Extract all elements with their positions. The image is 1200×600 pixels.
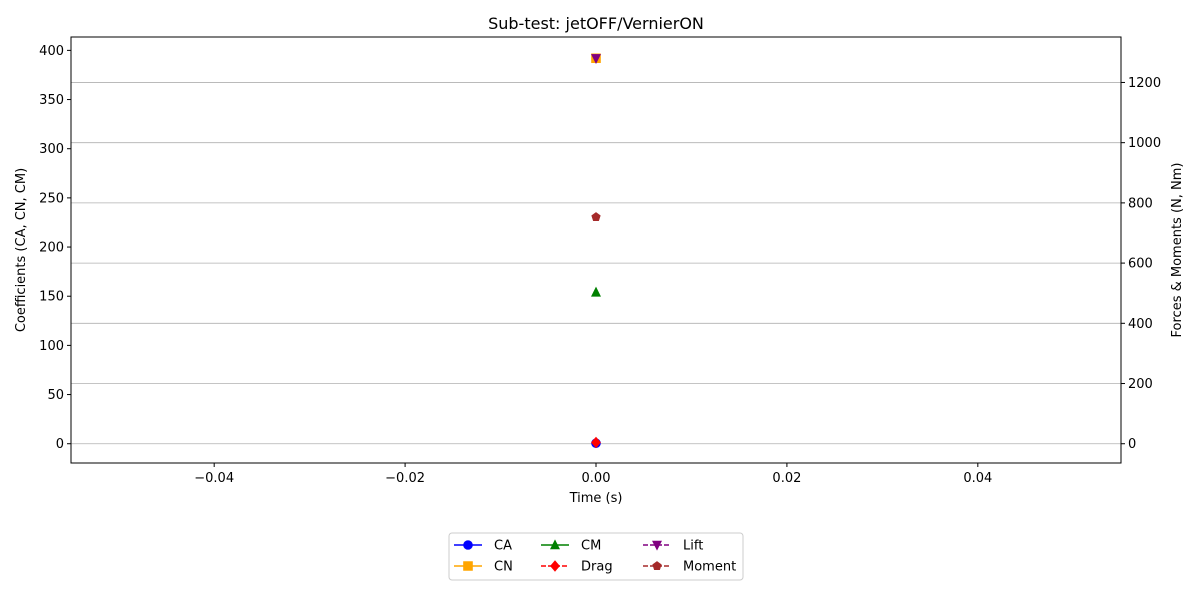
legend-marker-lift bbox=[652, 540, 662, 551]
y-left-tick-label-8: 400 bbox=[39, 44, 64, 59]
point-lift-0 bbox=[591, 54, 601, 65]
y-right-tick-label-0: 0 bbox=[1128, 437, 1136, 452]
y-left-tick-label-5: 250 bbox=[39, 191, 64, 206]
x-tick-label-4: 0.04 bbox=[963, 471, 992, 486]
legend-box bbox=[448, 532, 744, 581]
legend-marker-moment bbox=[652, 561, 662, 570]
chart-title: Sub-test: jetOFF/VernierON bbox=[488, 14, 704, 33]
grid-lines bbox=[71, 82, 1121, 445]
y-left-tick-label-7: 350 bbox=[39, 93, 64, 108]
x-axis-label: Time (s) bbox=[569, 491, 623, 506]
legend-marker-drag bbox=[550, 560, 560, 572]
y-right-tick-label-5: 1000 bbox=[1128, 136, 1161, 151]
plot-frame bbox=[70, 36, 1122, 464]
legend-entry-cm: CM bbox=[541, 539, 601, 554]
y-left-tick-label-2: 100 bbox=[39, 339, 64, 354]
legend-label-drag: Drag bbox=[581, 560, 613, 575]
legend-entry-moment: Moment bbox=[643, 560, 736, 575]
y-axis-label-left: Coefficients (CA, CN, CM) bbox=[14, 168, 29, 332]
legend-label-ca: CA bbox=[494, 539, 512, 554]
data-points bbox=[591, 53, 601, 449]
legend-entry-ca: CA bbox=[454, 539, 512, 554]
legend-marker-cn bbox=[463, 561, 473, 571]
y-left-tick-label-1: 50 bbox=[47, 388, 64, 403]
legend-entry-drag: Drag bbox=[541, 560, 613, 575]
y-axis-label-right: Forces & Moments (N, Nm) bbox=[1170, 163, 1185, 338]
y-left-tick-label-3: 150 bbox=[39, 290, 64, 305]
y-right-tick-label-6: 1200 bbox=[1128, 76, 1161, 91]
axis-ticks: −0.04 −0.02 0.00 0.02 0.04 0 50 100 150 200 250 300… bbox=[39, 44, 1161, 486]
legend-label-lift: Lift bbox=[683, 539, 703, 554]
y-right-tick-label-2: 400 bbox=[1128, 317, 1153, 332]
point-drag-0 bbox=[591, 436, 601, 449]
point-cm-0 bbox=[591, 286, 601, 297]
x-tick-label-0: −0.04 bbox=[194, 471, 234, 486]
legend-label-moment: Moment bbox=[683, 560, 736, 575]
y-left-tick-label-6: 300 bbox=[39, 142, 64, 157]
y-left-tick-label-0: 0 bbox=[56, 437, 64, 452]
x-tick-label-2: 0.00 bbox=[582, 471, 611, 486]
legend: CA CN CM Drag Lift Moment bbox=[448, 532, 744, 581]
legend-entry-lift: Lift bbox=[643, 539, 703, 554]
legend-label-cn: CN bbox=[494, 560, 513, 575]
legend-marker-cm bbox=[550, 539, 560, 550]
x-tick-label-3: 0.02 bbox=[772, 471, 801, 486]
legend-marker-ca bbox=[463, 540, 473, 550]
y-right-tick-label-4: 800 bbox=[1128, 196, 1153, 211]
x-tick-label-1: −0.02 bbox=[385, 471, 425, 486]
legend-entry-cn: CN bbox=[454, 560, 513, 575]
legend-label-cm: CM bbox=[581, 539, 601, 554]
y-right-tick-label-1: 200 bbox=[1128, 377, 1153, 392]
point-moment-0 bbox=[591, 212, 601, 221]
y-left-tick-label-4: 200 bbox=[39, 241, 64, 256]
y-right-tick-label-3: 600 bbox=[1128, 257, 1153, 272]
